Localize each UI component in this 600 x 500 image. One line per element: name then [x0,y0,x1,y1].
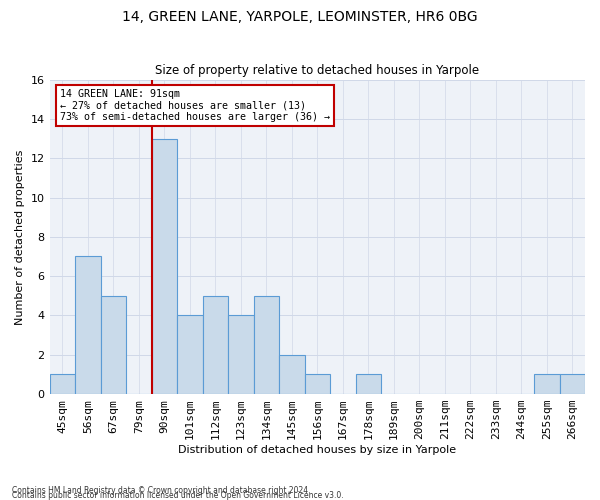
Bar [305,374,330,394]
Text: Contains HM Land Registry data © Crown copyright and database right 2024.: Contains HM Land Registry data © Crown c… [12,486,311,495]
X-axis label: Distribution of detached houses by size in Yarpole: Distribution of detached houses by size … [178,445,457,455]
Bar [101,296,126,394]
Bar [75,256,101,394]
Bar [254,296,279,394]
Bar [203,296,228,394]
Bar [534,374,560,394]
Bar [152,138,177,394]
Text: 14 GREEN LANE: 91sqm
← 27% of detached houses are smaller (13)
73% of semi-detac: 14 GREEN LANE: 91sqm ← 27% of detached h… [60,89,330,122]
Bar [228,316,254,394]
Bar [177,316,203,394]
Bar [356,374,381,394]
Bar [50,374,75,394]
Bar [279,355,305,394]
Text: Contains public sector information licensed under the Open Government Licence v3: Contains public sector information licen… [12,491,344,500]
Bar [560,374,585,394]
Title: Size of property relative to detached houses in Yarpole: Size of property relative to detached ho… [155,64,479,77]
Text: 14, GREEN LANE, YARPOLE, LEOMINSTER, HR6 0BG: 14, GREEN LANE, YARPOLE, LEOMINSTER, HR6… [122,10,478,24]
Y-axis label: Number of detached properties: Number of detached properties [15,149,25,324]
